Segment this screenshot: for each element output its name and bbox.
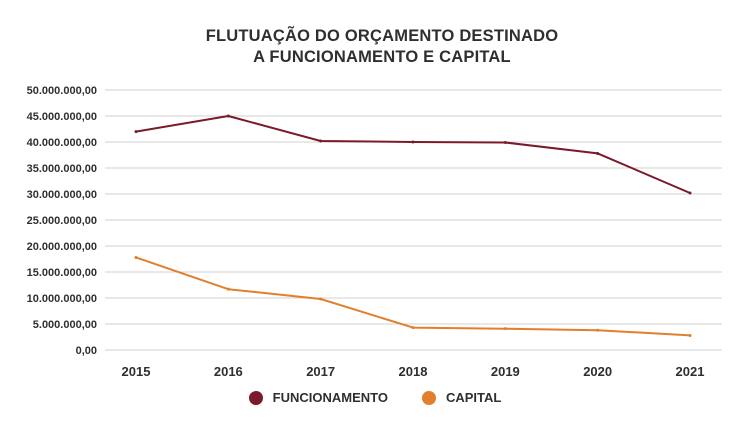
x-tick-label: 2020 <box>583 364 612 379</box>
y-tick-label: 45.000.000,00 <box>27 111 97 123</box>
y-tick-label: 5.000.000,00 <box>33 319 97 331</box>
y-tick-label: 40.000.000,00 <box>27 137 97 149</box>
data-point-capital[interactable] <box>411 326 415 330</box>
data-point-capital[interactable] <box>134 255 138 259</box>
x-tick-label: 2015 <box>122 364 151 379</box>
data-point-funcionamento[interactable] <box>411 140 415 144</box>
series-line-funcionamento[interactable] <box>135 115 691 194</box>
y-tick-label: 25.000.000,00 <box>27 215 97 227</box>
legend-label-capital: CAPITAL <box>445 390 502 405</box>
series-lines <box>134 114 692 337</box>
y-tick-label: 20.000.000,00 <box>27 241 97 253</box>
chart-title-line-1: FLUTUAÇÃO DO ORÇAMENTO DESTINADO <box>205 27 559 45</box>
x-tick-label: 2018 <box>399 364 428 379</box>
y-tick-labels: 0,00 5.000.000,00 10.000.000,00 15.000.000,… <box>27 85 97 357</box>
gridlines <box>105 89 722 351</box>
chart-title: FLUTUAÇÃO DO ORÇAMENTO DESTINADO A FUNCI… <box>0 26 750 68</box>
data-point-capital[interactable] <box>226 287 230 291</box>
y-tick-label: 50.000.000,00 <box>27 85 97 97</box>
y-tick-label: 10.000.000,00 <box>27 293 97 305</box>
legend-swatch-funcionamento <box>248 390 263 405</box>
data-point-funcionamento[interactable] <box>503 141 507 145</box>
x-tick-label: 2019 <box>491 364 520 379</box>
legend-swatch-capital <box>421 390 436 405</box>
data-point-capital[interactable] <box>688 333 692 337</box>
x-tick-label: 2021 <box>676 364 705 379</box>
data-point-capital[interactable] <box>503 327 507 331</box>
data-point-funcionamento[interactable] <box>596 151 600 155</box>
data-point-capital[interactable] <box>319 297 323 301</box>
legend-item-funcionamento[interactable]: FUNCIONAMENTO <box>248 390 388 405</box>
y-tick-label: 35.000.000,00 <box>27 163 97 175</box>
data-point-funcionamento[interactable] <box>319 139 323 143</box>
x-tick-label: 2017 <box>306 364 335 379</box>
y-tick-label: 0,00 <box>76 345 97 357</box>
y-tick-label: 15.000.000,00 <box>27 267 97 279</box>
data-point-funcionamento[interactable] <box>688 191 692 195</box>
y-tick-label: 30.000.000,00 <box>27 189 97 201</box>
data-point-funcionamento[interactable] <box>134 130 138 134</box>
legend-item-capital[interactable]: CAPITAL <box>421 390 502 405</box>
data-point-capital[interactable] <box>596 328 600 332</box>
x-tick-labels: 2015 2016 2017 2018 2019 2020 2021 <box>122 364 705 379</box>
data-point-funcionamento[interactable] <box>226 114 230 118</box>
x-tick-label: 2016 <box>214 364 243 379</box>
chart-title-line-2: A FUNCIONAMENTO E CAPITAL <box>253 48 511 66</box>
legend-label-funcionamento: FUNCIONAMENTO <box>272 390 388 405</box>
legend: FUNCIONAMENTO CAPITAL <box>0 390 750 405</box>
